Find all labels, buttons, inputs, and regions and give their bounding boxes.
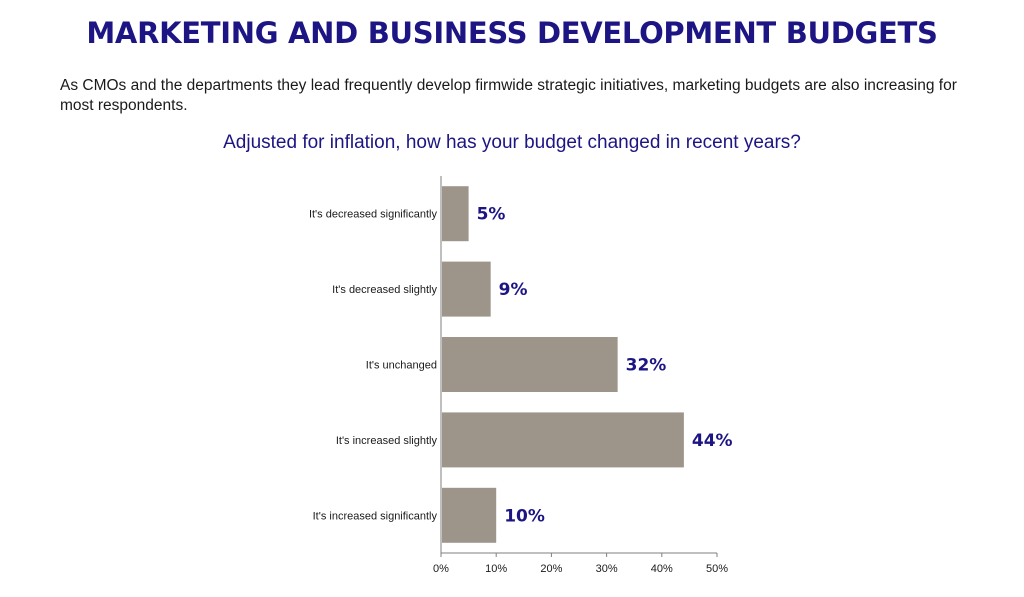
page-title: MARKETING AND BUSINESS DEVELOPMENT BUDGE…: [86, 16, 938, 50]
bar: [442, 261, 491, 317]
category-label: It's decreased significantly: [309, 209, 438, 221]
x-tick-label: 50%: [706, 563, 728, 575]
category-label: It's increased significantly: [313, 510, 438, 522]
chart-title: Adjusted for inflation, how has your bud…: [223, 132, 801, 153]
bar: [442, 487, 497, 543]
category-label: It's unchanged: [366, 360, 437, 372]
bar: [442, 412, 684, 468]
intro-text: As CMOs and the departments they lead fr…: [60, 77, 957, 114]
bar: [442, 186, 469, 242]
data-label: 10%: [504, 506, 545, 526]
category-label: It's decreased slightly: [332, 284, 437, 296]
data-label: 9%: [499, 280, 528, 300]
x-tick-label: 40%: [651, 563, 673, 575]
bar: [442, 337, 618, 392]
data-label: 44%: [692, 431, 733, 451]
category-label: It's increased slightly: [336, 435, 438, 447]
x-tick-label: 20%: [540, 563, 562, 575]
data-label: 32%: [626, 356, 667, 376]
x-tick-label: 10%: [485, 563, 507, 575]
data-label: 5%: [477, 205, 506, 225]
x-tick-label: 0%: [433, 563, 449, 575]
x-tick-label: 30%: [596, 563, 618, 575]
